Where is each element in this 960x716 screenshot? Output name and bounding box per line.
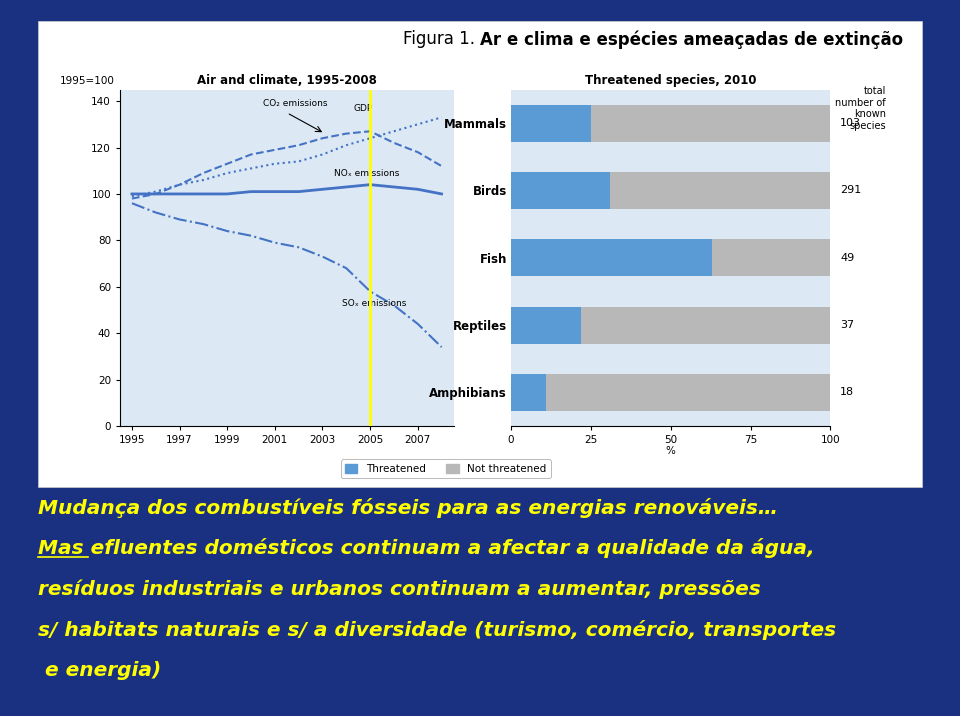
Text: total
number of
known
species: total number of known species	[835, 86, 886, 131]
Text: Mas efluentes domésticos continuam a afectar a qualidade da água,: Mas efluentes domésticos continuam a afe…	[38, 538, 815, 558]
Text: CO₂ emissions: CO₂ emissions	[263, 99, 327, 108]
Bar	[611, 172, 830, 209]
Legend: Threatened, Not threatened: Threatened, Not threatened	[341, 460, 551, 478]
Bar	[546, 374, 830, 411]
Text: 18: 18	[840, 387, 854, 397]
Text: SOₓ emissions: SOₓ emissions	[342, 299, 406, 308]
Text: s/ habitats naturais e s/ a diversidade (turismo, comércio, transportes: s/ habitats naturais e s/ a diversidade …	[38, 620, 836, 640]
Bar	[591, 105, 830, 142]
Text: NOₓ emissions: NOₓ emissions	[334, 169, 399, 178]
Text: GDP: GDP	[353, 104, 372, 112]
Text: Figura 1.: Figura 1.	[403, 30, 480, 48]
Text: e energia): e energia)	[38, 661, 161, 680]
Text: 291: 291	[840, 185, 861, 195]
Bar	[511, 374, 546, 411]
Text: Ar e clima e espécies ameaçadas de extinção: Ar e clima e espécies ameaçadas de extin…	[480, 30, 903, 49]
Title: Air and climate, 1995-2008: Air and climate, 1995-2008	[197, 74, 376, 87]
X-axis label: %: %	[666, 447, 676, 456]
Text: 1995=100: 1995=100	[60, 76, 115, 86]
Text: 103: 103	[840, 118, 861, 128]
Bar	[582, 306, 830, 344]
Bar	[712, 239, 830, 276]
Text: Mudança dos combustíveis fósseis para as energias renováveis…: Mudança dos combustíveis fósseis para as…	[38, 498, 779, 518]
Text: 49: 49	[840, 253, 854, 263]
Bar	[511, 172, 611, 209]
Bar	[511, 239, 712, 276]
Title: Threatened species, 2010: Threatened species, 2010	[585, 74, 756, 87]
Bar	[511, 306, 582, 344]
Text: 37: 37	[840, 320, 854, 330]
Bar	[511, 105, 591, 142]
Text: resíduos industriais e urbanos continuam a aumentar, pressões: resíduos industriais e urbanos continuam…	[38, 579, 761, 599]
